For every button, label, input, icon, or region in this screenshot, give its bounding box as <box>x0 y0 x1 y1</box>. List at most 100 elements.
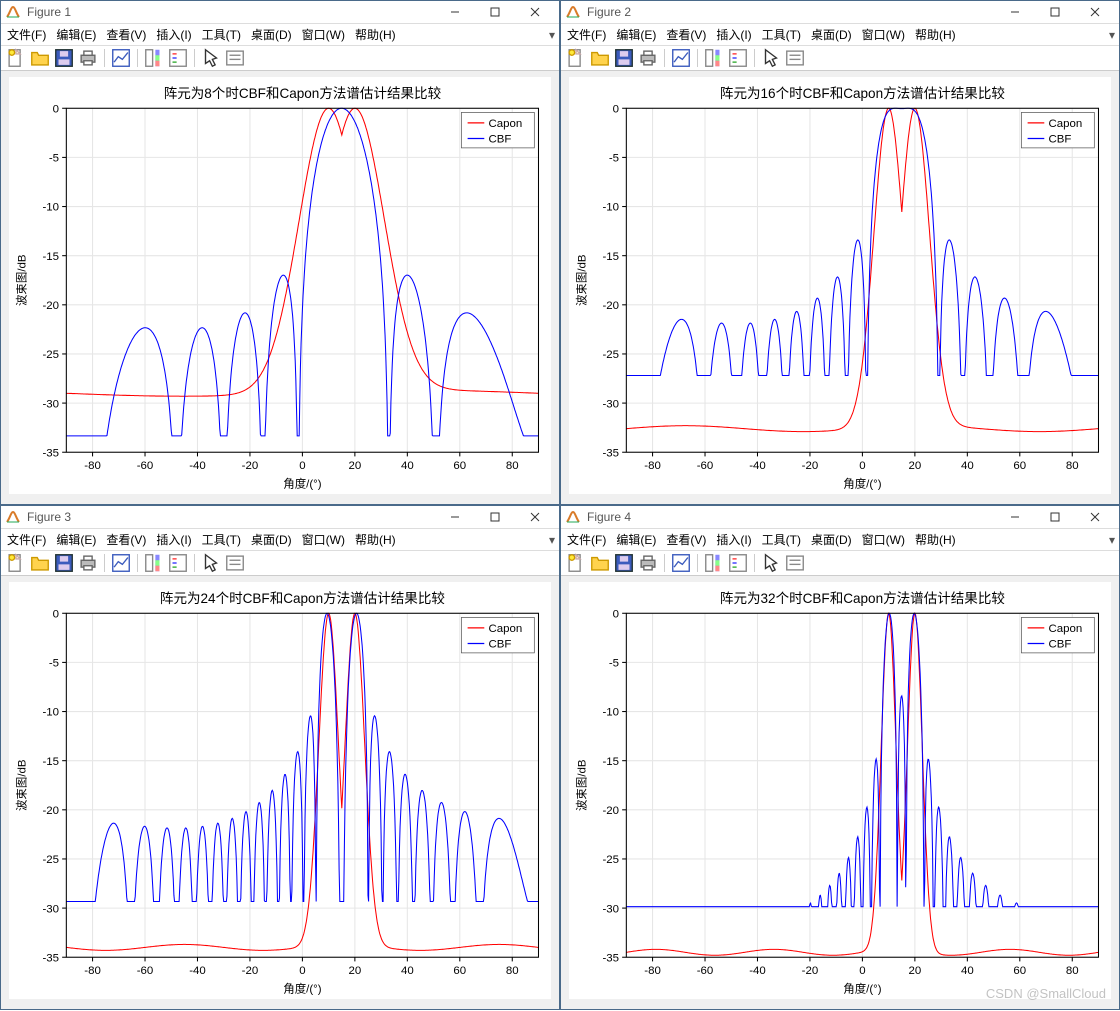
titlebar[interactable]: Figure 4 <box>561 506 1119 529</box>
menu-item[interactable]: 插入(I) <box>156 531 191 548</box>
menubar-overflow-icon[interactable]: ▾ <box>549 28 555 42</box>
data-cursor-icon[interactable] <box>670 47 692 69</box>
menu-item[interactable]: 文件(F) <box>567 26 606 43</box>
close-button[interactable] <box>1075 1 1115 23</box>
new-file-icon[interactable] <box>565 47 587 69</box>
menu-item[interactable]: 窗口(W) <box>302 26 345 43</box>
menu-item[interactable]: 桌面(D) <box>811 26 852 43</box>
axes[interactable]: -80-60-40-20020406080-35-30-25-20-15-10-… <box>569 582 1111 999</box>
print-icon[interactable] <box>77 552 99 574</box>
menu-item[interactable]: 帮助(H) <box>915 26 956 43</box>
menu-item[interactable]: 文件(F) <box>7 531 46 548</box>
menu-item[interactable]: 桌面(D) <box>251 26 292 43</box>
close-button[interactable] <box>515 1 555 23</box>
menu-item[interactable]: 工具(T) <box>202 531 241 548</box>
save-icon[interactable] <box>53 47 75 69</box>
axes-area[interactable]: -80-60-40-20020406080-35-30-25-20-15-10-… <box>561 71 1119 504</box>
menu-item[interactable]: 桌面(D) <box>811 531 852 548</box>
print-icon[interactable] <box>637 552 659 574</box>
titlebar[interactable]: Figure 1 <box>1 1 559 24</box>
pointer-icon[interactable] <box>760 552 782 574</box>
axes-area[interactable]: -80-60-40-20020406080-35-30-25-20-15-10-… <box>1 576 559 1009</box>
data-cursor-icon[interactable] <box>670 552 692 574</box>
chart-title: 阵元为32个时CBF和Capon方法谱估计结果比较 <box>720 591 1005 606</box>
data-cursor-icon[interactable] <box>110 552 132 574</box>
pointer-icon[interactable] <box>760 47 782 69</box>
menu-item[interactable]: 工具(T) <box>762 531 801 548</box>
open-folder-icon[interactable] <box>589 47 611 69</box>
maximize-button[interactable] <box>1035 506 1075 528</box>
colorbar-icon[interactable] <box>143 47 165 69</box>
legend-icon[interactable] <box>167 552 189 574</box>
menu-item[interactable]: 编辑(E) <box>56 26 96 43</box>
colorbar-icon[interactable] <box>703 552 725 574</box>
menu-item[interactable]: 查看(V) <box>666 26 706 43</box>
titlebar[interactable]: Figure 2 <box>561 1 1119 24</box>
open-folder-icon[interactable] <box>29 47 51 69</box>
menu-item[interactable]: 窗口(W) <box>302 531 345 548</box>
link-icon[interactable] <box>224 552 246 574</box>
axes-area[interactable]: -80-60-40-20020406080-35-30-25-20-15-10-… <box>561 576 1119 1009</box>
menu-item[interactable]: 编辑(E) <box>616 531 656 548</box>
menu-item[interactable]: 插入(I) <box>716 531 751 548</box>
menu-item[interactable]: 插入(I) <box>716 26 751 43</box>
link-icon[interactable] <box>784 552 806 574</box>
save-icon[interactable] <box>613 552 635 574</box>
maximize-button[interactable] <box>475 1 515 23</box>
colorbar-icon[interactable] <box>703 47 725 69</box>
menu-item[interactable]: 帮助(H) <box>355 531 396 548</box>
print-icon[interactable] <box>77 47 99 69</box>
window-title: Figure 3 <box>27 510 435 524</box>
titlebar[interactable]: Figure 3 <box>1 506 559 529</box>
axes[interactable]: -80-60-40-20020406080-35-30-25-20-15-10-… <box>569 77 1111 494</box>
print-icon[interactable] <box>637 47 659 69</box>
new-file-icon[interactable] <box>565 552 587 574</box>
minimize-button[interactable] <box>995 1 1035 23</box>
maximize-button[interactable] <box>475 506 515 528</box>
save-icon[interactable] <box>53 552 75 574</box>
link-icon[interactable] <box>224 47 246 69</box>
axes[interactable]: -80-60-40-20020406080-35-30-25-20-15-10-… <box>9 77 551 494</box>
close-button[interactable] <box>1075 506 1115 528</box>
open-folder-icon[interactable] <box>29 552 51 574</box>
svg-text:-5: -5 <box>49 658 59 670</box>
menu-item[interactable]: 窗口(W) <box>862 26 905 43</box>
link-icon[interactable] <box>784 47 806 69</box>
close-button[interactable] <box>515 506 555 528</box>
data-cursor-icon[interactable] <box>110 47 132 69</box>
menu-item[interactable]: 查看(V) <box>666 531 706 548</box>
menu-item[interactable]: 文件(F) <box>7 26 46 43</box>
menu-item[interactable]: 窗口(W) <box>862 531 905 548</box>
menubar-overflow-icon[interactable]: ▾ <box>1109 533 1115 547</box>
menu-item[interactable]: 帮助(H) <box>355 26 396 43</box>
legend-icon[interactable] <box>167 47 189 69</box>
menu-item[interactable]: 文件(F) <box>567 531 606 548</box>
new-file-icon[interactable] <box>5 47 27 69</box>
menu-item[interactable]: 查看(V) <box>106 531 146 548</box>
save-icon[interactable] <box>613 47 635 69</box>
legend-item: CBF <box>488 639 511 651</box>
maximize-button[interactable] <box>1035 1 1075 23</box>
menu-item[interactable]: 编辑(E) <box>56 531 96 548</box>
axes-area[interactable]: -80-60-40-20020406080-35-30-25-20-15-10-… <box>1 71 559 504</box>
axes[interactable]: -80-60-40-20020406080-35-30-25-20-15-10-… <box>9 582 551 999</box>
pointer-icon[interactable] <box>200 552 222 574</box>
menu-item[interactable]: 插入(I) <box>156 26 191 43</box>
menu-item[interactable]: 帮助(H) <box>915 531 956 548</box>
pointer-icon[interactable] <box>200 47 222 69</box>
minimize-button[interactable] <box>435 1 475 23</box>
legend-icon[interactable] <box>727 552 749 574</box>
colorbar-icon[interactable] <box>143 552 165 574</box>
new-file-icon[interactable] <box>5 552 27 574</box>
minimize-button[interactable] <box>995 506 1035 528</box>
menubar-overflow-icon[interactable]: ▾ <box>1109 28 1115 42</box>
legend-icon[interactable] <box>727 47 749 69</box>
minimize-button[interactable] <box>435 506 475 528</box>
menu-item[interactable]: 编辑(E) <box>616 26 656 43</box>
open-folder-icon[interactable] <box>589 552 611 574</box>
menu-item[interactable]: 工具(T) <box>202 26 241 43</box>
menu-item[interactable]: 工具(T) <box>762 26 801 43</box>
menu-item[interactable]: 桌面(D) <box>251 531 292 548</box>
menubar-overflow-icon[interactable]: ▾ <box>549 533 555 547</box>
menu-item[interactable]: 查看(V) <box>106 26 146 43</box>
